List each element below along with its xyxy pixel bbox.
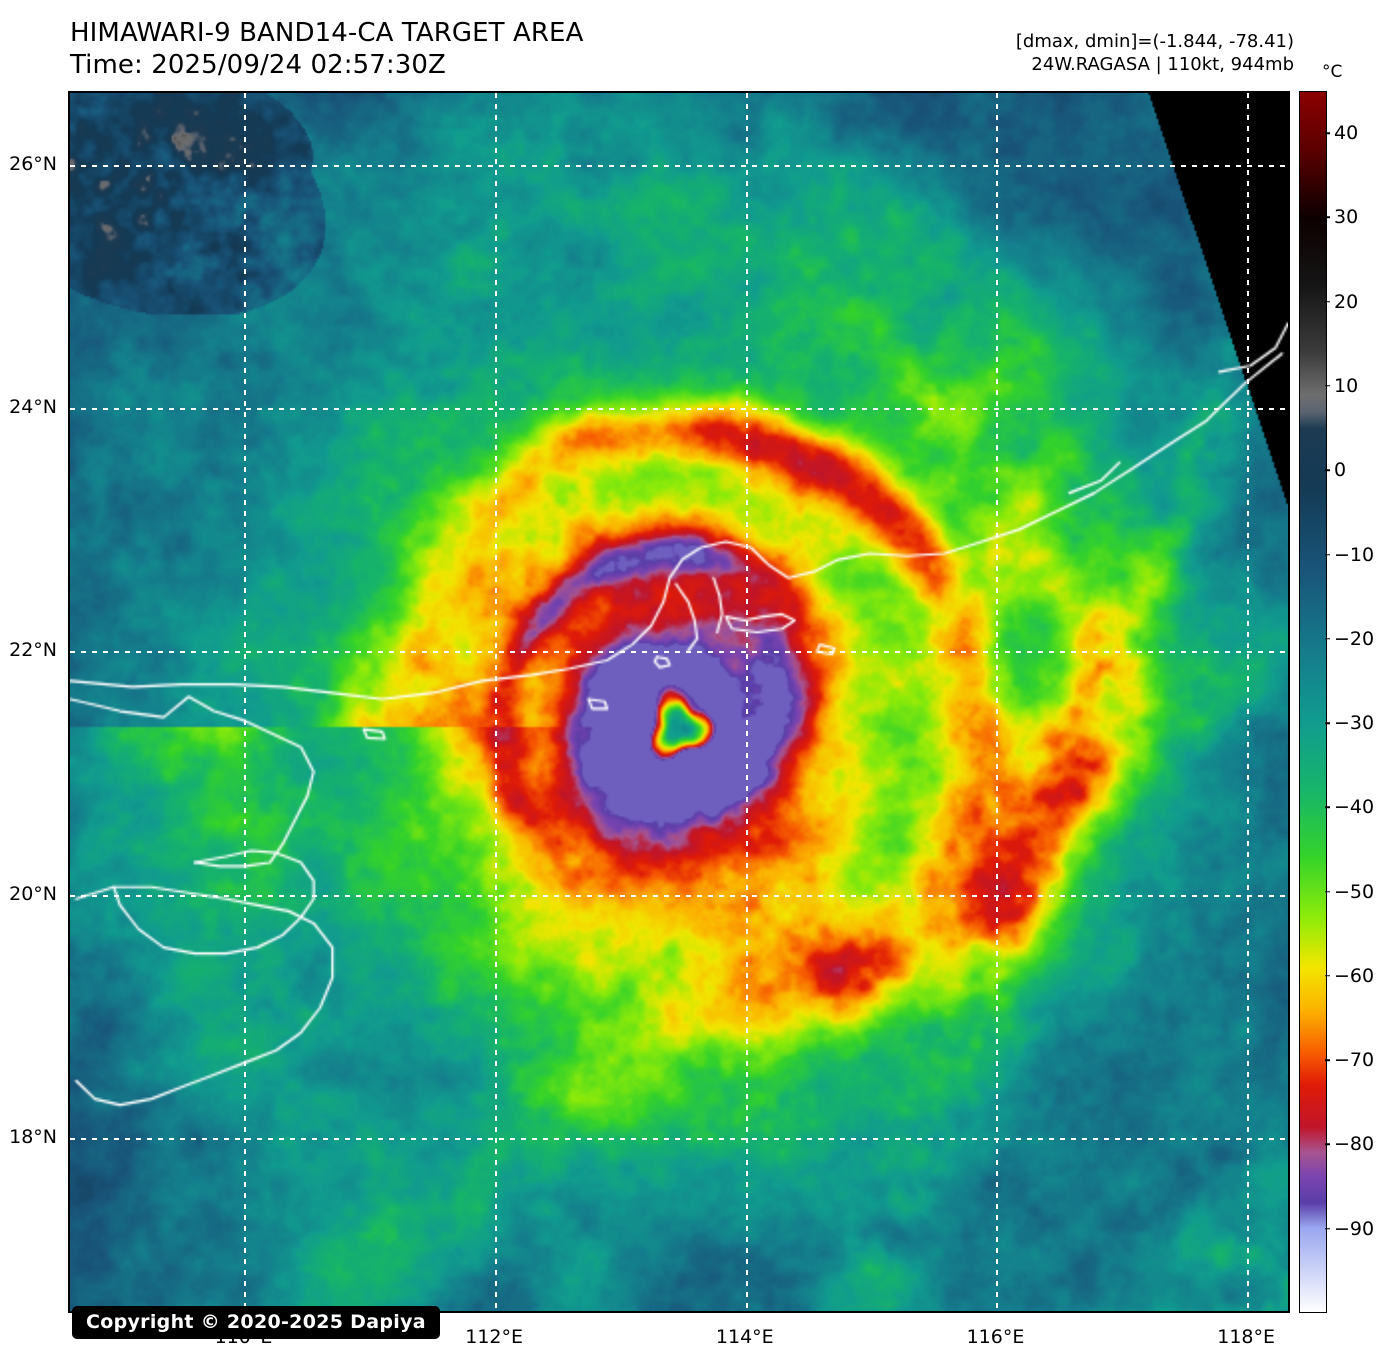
colorbar-tick-label: −90 <box>1334 1217 1375 1240</box>
copyright-banner: Copyright © 2020-2025 Dapiya <box>72 1306 440 1339</box>
infrared-satellite-imagery <box>70 93 1288 1311</box>
colorbar-tick-mark <box>1325 385 1330 387</box>
storm-info-label: 24W.RAGASA | 110kt, 944mb <box>1031 54 1294 75</box>
colorbar-tick-labels: 40 30 20 10 0 −10 −20 −30 −40 −50 −60 −70 −80 −90 <box>1325 91 1389 1313</box>
y-axis-tick-label: 22°N <box>9 639 57 662</box>
temperature-colorbar[interactable] <box>1299 91 1327 1313</box>
header-left-block: HIMAWARI-9 BAND14-CA TARGET AREA Time: 2… <box>70 18 583 80</box>
x-axis-tick-label: 118°E <box>1217 1326 1276 1348</box>
colorbar-tick-mark <box>1325 806 1330 809</box>
colorbar-tick-label: −30 <box>1334 712 1375 735</box>
x-axis-tick-label: 114°E <box>715 1326 774 1348</box>
colorbar-tick-mark <box>1325 890 1330 893</box>
colorbar-tick-label: −60 <box>1334 964 1375 987</box>
colorbar-tick-mark <box>1325 132 1330 134</box>
colorbar-tick-label: 20 <box>1334 290 1359 313</box>
colorbar-tick-label: 0 <box>1334 459 1347 482</box>
y-axis-tick-label: 24°N <box>9 396 57 419</box>
colorbar-tick-label: −10 <box>1334 543 1375 566</box>
satellite-plot-area[interactable] <box>68 91 1290 1313</box>
colorbar-tick-label: −20 <box>1334 627 1375 650</box>
colorbar-tick-label: 40 <box>1334 122 1359 145</box>
colorbar-tick-label: −40 <box>1334 796 1375 819</box>
colorbar-tick-label: −70 <box>1334 1049 1375 1072</box>
colorbar-tick-label: 30 <box>1334 206 1359 229</box>
colorbar-tick-mark <box>1325 300 1330 303</box>
colorbar-tick-mark <box>1325 469 1330 471</box>
colorbar-tick-mark <box>1325 975 1330 977</box>
colorbar-gradient <box>1300 92 1326 1312</box>
y-axis-tick-label: 18°N <box>9 1125 57 1148</box>
timestamp-label: Time: 2025/09/24 02:57:30Z <box>70 50 446 80</box>
data-minmax-label: [dmax, dmin]=(-1.844, -78.41) <box>1015 31 1294 52</box>
header-right-block: [dmax, dmin]=(-1.844, -78.41) 24W.RAGASA… <box>1016 30 1294 76</box>
colorbar-tick-label: −50 <box>1334 880 1375 903</box>
colorbar-tick-label: 10 <box>1334 374 1359 397</box>
x-axis-tick-label: 116°E <box>966 1326 1025 1348</box>
colorbar-tick-mark <box>1325 1227 1330 1230</box>
colorbar-tick-label: −80 <box>1334 1133 1375 1156</box>
colorbar-tick-mark <box>1325 1059 1330 1061</box>
x-axis-tick-label: 112°E <box>465 1326 524 1348</box>
colorbar-tick-mark <box>1325 216 1330 219</box>
y-axis-tick-label: 26°N <box>9 152 57 175</box>
colorbar-tick-mark <box>1325 722 1330 724</box>
y-axis-tick-label: 20°N <box>9 882 57 905</box>
colorbar-tick-mark <box>1325 638 1330 640</box>
colorbar-tick-mark <box>1325 553 1330 556</box>
colorbar-units-label: °C <box>1322 62 1343 82</box>
page-title: HIMAWARI-9 BAND14-CA TARGET AREA <box>70 18 584 48</box>
colorbar-tick-mark <box>1325 1143 1330 1146</box>
